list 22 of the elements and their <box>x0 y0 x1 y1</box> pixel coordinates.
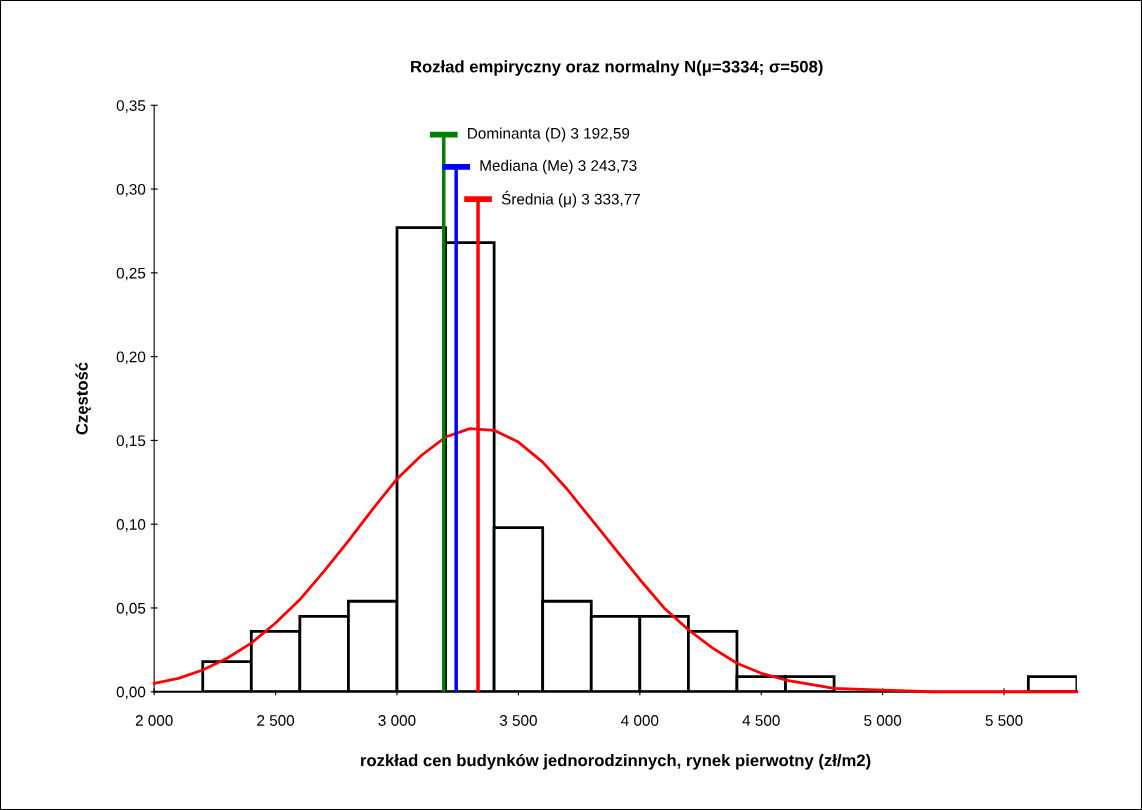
ref-line-label: Średnia (μ) 3 333,77 <box>501 190 640 208</box>
y-axis-title: Częstość <box>75 362 91 435</box>
ref-line-label: Dominanta (D) 3 192,59 <box>468 127 630 142</box>
ref-line-label: Mediana (Me) 3 243,73 <box>480 159 637 174</box>
y-tick-label: 0,05 <box>116 602 146 616</box>
y-tick-label: 0,20 <box>116 351 146 365</box>
x-tick-label: 2 500 <box>257 715 295 726</box>
x-tick-label: 4 000 <box>621 715 659 726</box>
y-tick-label: 0,25 <box>116 267 146 281</box>
y-tick-label: 0,15 <box>116 435 146 448</box>
x-tick-label: 3 000 <box>378 715 416 726</box>
y-tick-label: 0,10 <box>116 519 146 532</box>
x-tick-label: 5 500 <box>985 715 1023 726</box>
y-tick-label: 0,35 <box>116 100 146 113</box>
x-tick-label: 3 500 <box>499 715 537 726</box>
x-axis-title: rozkład cen budynków jednorodzinnych, rynek pierwotny (zł/m2) <box>361 753 871 770</box>
chart-title: Rozład empiryczny oraz normalny N(μ=3334; σ=508) <box>411 60 823 76</box>
x-tick-label: 5 000 <box>864 715 902 726</box>
y-tick-label: 0,30 <box>116 183 146 197</box>
x-tick-label: 4 500 <box>742 715 780 726</box>
y-tick-label: 0,00 <box>116 686 146 700</box>
x-tick-label: 2 000 <box>135 715 173 726</box>
